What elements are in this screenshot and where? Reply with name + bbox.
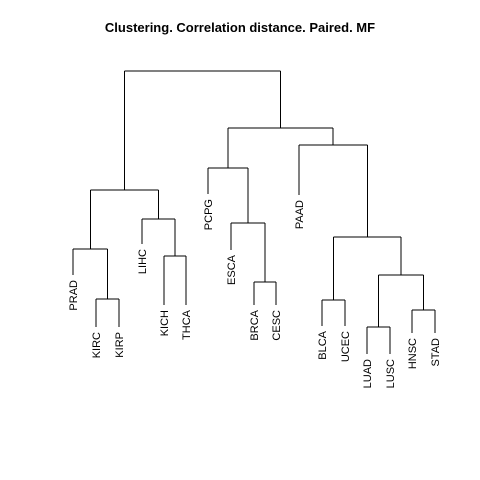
leaf-label: CESC: [271, 310, 283, 341]
leaf-label: KIRC: [91, 332, 103, 358]
leaf-label: ESCA: [226, 254, 238, 285]
dendrogram-leaf-labels: PRAD KIRC KIRP LIHC KICH THCA PCPG ESCA BRCA CESC…: [68, 199, 442, 388]
chart-title: Clustering. Correlation distance. Paired…: [104, 20, 376, 35]
leaf-label: LIHC: [137, 249, 149, 274]
leaf-label: THCA: [181, 309, 193, 340]
leaf-label: LUSC: [385, 359, 397, 388]
dendrogram-branches: [72, 70, 436, 354]
leaf-label: LUAD: [362, 359, 374, 388]
leaf-label: KIRP: [114, 332, 126, 358]
leaf-label: BLCA: [317, 330, 329, 359]
leaf-label: BRCA: [249, 309, 261, 340]
leaf-label: HNSC: [407, 338, 419, 369]
leaf-label: PCPG: [203, 199, 215, 230]
leaf-label: UCEC: [340, 331, 352, 362]
leaf-label: STAD: [430, 338, 442, 367]
leaf-label: PRAD: [68, 280, 80, 311]
leaf-label: PAAD: [294, 200, 306, 229]
leaf-label: KICH: [159, 310, 171, 336]
